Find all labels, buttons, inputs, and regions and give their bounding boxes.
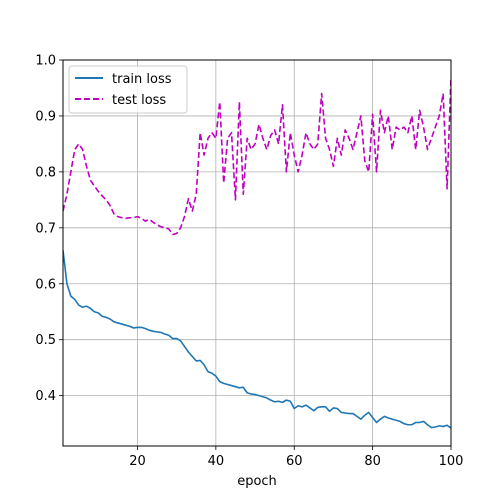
x-tick-label: 80 bbox=[364, 454, 381, 469]
y-tick-label: 0.7 bbox=[35, 221, 56, 236]
grid-lines bbox=[63, 59, 452, 446]
series-line-train-loss bbox=[63, 250, 451, 429]
series-layer bbox=[63, 76, 451, 429]
y-tick-label: 1.0 bbox=[35, 54, 56, 69]
axis-ticks: 20 40 60 80 100 0.4 0.5 0.6 0.7 0.8 0.9 1.0 bbox=[35, 54, 463, 470]
y-tick-label: 0.5 bbox=[35, 333, 56, 348]
legend-label-train-loss: train loss bbox=[112, 72, 172, 87]
plot-frame bbox=[62, 59, 452, 447]
y-tick-label: 0.6 bbox=[35, 277, 56, 292]
series-line-test-loss bbox=[63, 76, 451, 236]
legend-label-test-loss: test loss bbox=[112, 93, 166, 108]
x-axis-label: epoch bbox=[237, 474, 277, 489]
legend: train loss test loss bbox=[68, 65, 188, 114]
x-tick-label: 20 bbox=[129, 454, 146, 469]
x-tick-label: 100 bbox=[439, 454, 464, 469]
x-tick-label: 40 bbox=[208, 454, 225, 469]
y-tick-label: 0.4 bbox=[35, 389, 56, 404]
x-tick-label: 60 bbox=[286, 454, 303, 469]
y-tick-label: 0.9 bbox=[35, 109, 56, 124]
y-tick-label: 0.8 bbox=[35, 165, 56, 180]
